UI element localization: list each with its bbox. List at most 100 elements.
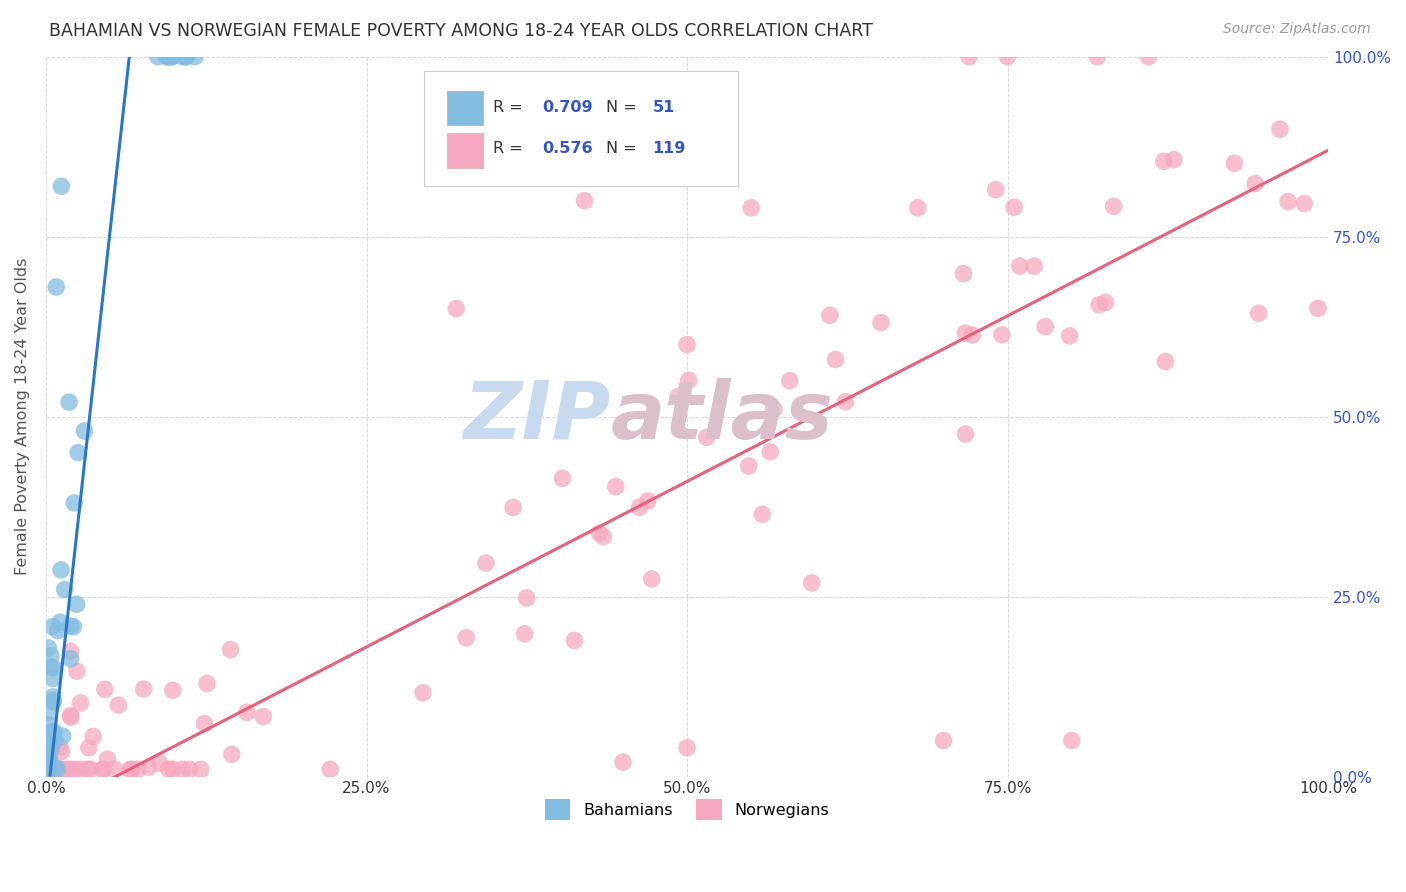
Point — [104, 762, 127, 776]
Point — [1059, 329, 1081, 343]
Text: 51: 51 — [652, 100, 675, 114]
Point — [696, 430, 718, 444]
Point — [1022, 259, 1045, 273]
Point — [53, 582, 76, 597]
Text: ZIP: ZIP — [463, 377, 610, 456]
Text: R =: R = — [494, 141, 529, 156]
Point — [46, 762, 69, 776]
Point — [179, 762, 201, 776]
Point — [319, 762, 342, 776]
Point — [1294, 196, 1316, 211]
Point — [51, 745, 73, 759]
Point — [176, 50, 198, 64]
Point — [991, 327, 1014, 342]
Point — [69, 696, 91, 710]
Point — [52, 762, 75, 776]
Point — [44, 761, 66, 775]
Point — [59, 619, 82, 633]
Point — [127, 762, 149, 776]
Point — [37, 762, 59, 776]
Point — [49, 615, 72, 629]
Point — [162, 683, 184, 698]
Point — [1244, 177, 1267, 191]
Point — [63, 496, 86, 510]
Text: N =: N = — [606, 141, 643, 156]
FancyBboxPatch shape — [425, 71, 738, 186]
Point — [77, 740, 100, 755]
Point — [1223, 156, 1246, 170]
Point — [51, 179, 73, 194]
Point — [172, 50, 194, 64]
Point — [957, 50, 980, 64]
Point — [172, 762, 194, 776]
Point — [121, 762, 143, 776]
Point — [49, 563, 72, 577]
Point — [160, 50, 183, 64]
Point — [146, 50, 169, 64]
Point — [955, 427, 977, 442]
Point — [759, 444, 782, 458]
Point — [1154, 354, 1177, 368]
Point — [984, 183, 1007, 197]
Point — [76, 762, 98, 776]
Point — [59, 644, 82, 658]
Point — [66, 445, 89, 459]
Point — [39, 660, 62, 674]
Point — [132, 681, 155, 696]
FancyBboxPatch shape — [447, 90, 484, 125]
Text: atlas: atlas — [610, 377, 832, 456]
Point — [513, 626, 536, 640]
Point — [564, 633, 586, 648]
Point — [738, 458, 761, 473]
Point — [59, 710, 82, 724]
Point — [1102, 199, 1125, 213]
Point — [37, 751, 59, 765]
Point — [997, 50, 1019, 64]
Point — [1277, 194, 1299, 209]
Point — [678, 373, 700, 387]
Point — [779, 374, 801, 388]
Legend: Bahamians, Norwegians: Bahamians, Norwegians — [538, 793, 837, 826]
Point — [37, 748, 59, 763]
Text: 119: 119 — [652, 141, 686, 156]
Point — [612, 755, 634, 769]
Point — [48, 762, 70, 776]
Point — [41, 724, 63, 739]
Point — [69, 762, 91, 776]
Point — [42, 695, 65, 709]
Point — [62, 620, 84, 634]
Point — [38, 762, 60, 776]
Point — [160, 50, 183, 64]
Point — [37, 717, 59, 731]
Point — [588, 526, 610, 541]
Point — [82, 730, 104, 744]
Point — [44, 734, 66, 748]
Point — [96, 752, 118, 766]
Point — [800, 576, 823, 591]
Point — [38, 733, 60, 747]
Point — [41, 620, 63, 634]
Point — [834, 394, 856, 409]
Point — [65, 762, 87, 776]
Point — [42, 693, 65, 707]
Point — [676, 740, 699, 755]
Point — [39, 762, 62, 776]
Point — [80, 762, 103, 776]
Point — [39, 648, 62, 663]
Point — [1033, 319, 1056, 334]
Point — [221, 747, 243, 762]
Point — [38, 762, 60, 776]
Point — [45, 280, 67, 294]
Point — [952, 267, 974, 281]
Point — [37, 762, 59, 776]
Point — [1163, 153, 1185, 167]
Point — [37, 640, 59, 655]
Point — [641, 572, 664, 586]
Point — [515, 591, 537, 605]
Point — [193, 716, 215, 731]
Point — [60, 762, 83, 776]
Point — [412, 686, 434, 700]
Point — [159, 50, 181, 64]
Point — [190, 762, 212, 776]
Point — [37, 756, 59, 770]
